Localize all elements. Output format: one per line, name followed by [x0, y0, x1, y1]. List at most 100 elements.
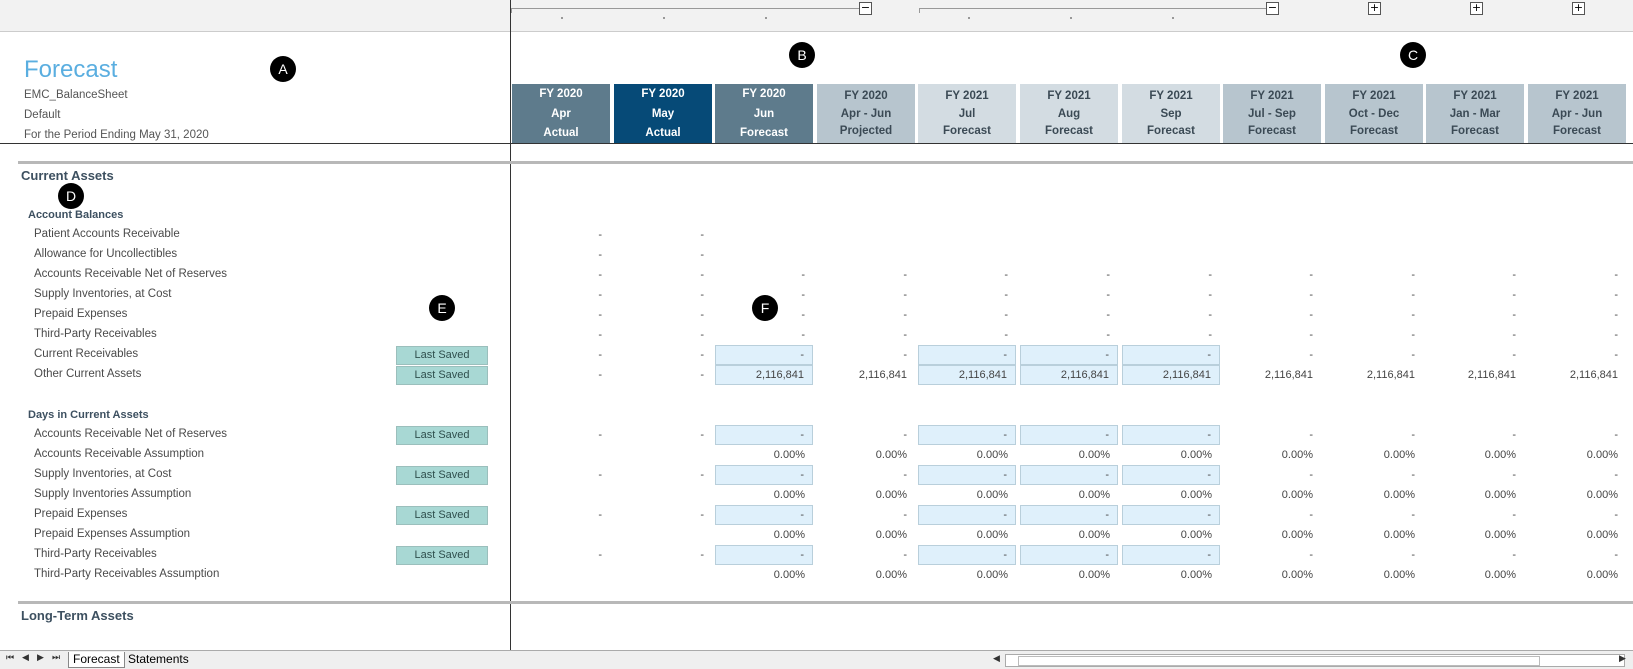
input-cell[interactable]: -: [715, 545, 813, 565]
callout-f: F: [752, 295, 778, 321]
column-header: FY 2021 Jan - Mar Forecast: [1426, 84, 1524, 143]
value-cell: [1426, 245, 1524, 265]
collapse-group-button[interactable]: −: [859, 1, 872, 15]
outline-dot: [1070, 17, 1072, 19]
value-cell: -: [598, 329, 602, 341]
input-cell[interactable]: -: [918, 505, 1016, 525]
column-header: FY 2021 Apr - Jun Forecast: [1528, 84, 1626, 143]
value-cell: [817, 225, 915, 245]
value-cell: -: [1106, 329, 1110, 341]
input-cell[interactable]: -: [1020, 425, 1118, 445]
collapse-group-button[interactable]: −: [1266, 1, 1279, 15]
value-cell: [1223, 225, 1321, 245]
value-cell: [918, 245, 1016, 265]
input-cell[interactable]: -: [1020, 465, 1118, 485]
input-cell[interactable]: -: [715, 345, 813, 365]
outline-dot: [1172, 17, 1174, 19]
input-cell[interactable]: -: [1122, 465, 1220, 485]
sheet-tab-statements[interactable]: Statements: [128, 652, 189, 666]
column-header-fy: FY 2021: [1149, 90, 1193, 102]
group-title-days-in-current-assets: Days in Current Assets: [28, 409, 149, 421]
value-cell: -: [1309, 269, 1313, 281]
last-saved-button[interactable]: Last Saved: [396, 366, 488, 385]
expand-group-button[interactable]: +: [1368, 1, 1381, 15]
input-cell[interactable]: 2,116,841: [918, 365, 1016, 385]
input-cell[interactable]: -: [1122, 345, 1220, 365]
input-cell[interactable]: -: [918, 425, 1016, 445]
column-header-type: Forecast: [1553, 125, 1601, 137]
input-cell[interactable]: -: [1122, 425, 1220, 445]
last-saved-button[interactable]: Last Saved: [396, 546, 488, 565]
scroll-right-icon[interactable]: ▶: [1619, 654, 1626, 664]
value-cell: 0.00%: [1383, 489, 1415, 501]
value-cell: [512, 525, 610, 545]
value-cell: 0.00%: [976, 449, 1008, 461]
value-cell: 0.00%: [1281, 489, 1313, 501]
input-cell[interactable]: -: [715, 465, 813, 485]
value-cell: 0.00%: [875, 489, 907, 501]
column-header-fy: FY 2020: [844, 90, 888, 102]
last-sheet-icon[interactable]: ⏭: [52, 653, 61, 663]
column-header-fy: FY 2020: [742, 88, 786, 100]
outline-dot: [663, 17, 665, 19]
row-label: Prepaid Expenses: [34, 308, 128, 320]
value-cell: -: [700, 349, 704, 361]
input-cell[interactable]: 2,116,841: [715, 365, 813, 385]
value-cell: -: [598, 249, 602, 261]
value-cell: -: [700, 369, 704, 381]
input-cell[interactable]: -: [715, 505, 813, 525]
last-saved-button[interactable]: Last Saved: [396, 426, 488, 445]
first-sheet-icon[interactable]: ⏮: [6, 653, 15, 663]
last-saved-button[interactable]: Last Saved: [396, 506, 488, 525]
value-cell: 0.00%: [1281, 529, 1313, 541]
column-header-fy: FY 2021: [1555, 90, 1599, 102]
input-cell[interactable]: -: [1020, 545, 1118, 565]
scroll-left-icon[interactable]: ◀: [993, 654, 1000, 664]
column-header: FY 2021 Aug Forecast: [1020, 84, 1118, 143]
input-cell[interactable]: -: [1020, 505, 1118, 525]
period-label: For the Period Ending May 31, 2020: [24, 129, 209, 141]
entity-label: EMC_BalanceSheet: [24, 89, 128, 101]
column-header: FY 2020 Apr - Jun Projected: [817, 84, 915, 143]
value-cell: [1020, 245, 1118, 265]
row-label: Other Current Assets: [34, 368, 142, 380]
sheet-tab-bar: ⏮ ◀ ▶ ⏭ Forecast Statements ◀ ▶: [0, 650, 1633, 669]
input-cell[interactable]: -: [715, 425, 813, 445]
scenario-label: Default: [24, 109, 61, 121]
expand-group-button[interactable]: +: [1470, 1, 1483, 15]
value-cell: 0.00%: [1078, 489, 1110, 501]
freeze-pane-horizontal: [0, 143, 1633, 144]
input-cell[interactable]: -: [1122, 505, 1220, 525]
value-cell: 0.00%: [1281, 449, 1313, 461]
value-cell: 2,116,841: [1264, 369, 1313, 381]
prev-sheet-icon[interactable]: ◀: [22, 653, 29, 663]
last-saved-button[interactable]: Last Saved: [396, 466, 488, 485]
row-label: Third-Party Receivables Assumption: [34, 568, 220, 580]
callout-a: A: [270, 56, 296, 82]
value-cell: -: [801, 289, 805, 301]
input-cell[interactable]: 2,116,841: [1122, 365, 1220, 385]
value-cell: -: [598, 349, 602, 361]
input-cell[interactable]: -: [1122, 545, 1220, 565]
value-cell: 0.00%: [773, 569, 805, 581]
sheet-tab-forecast[interactable]: Forecast: [68, 652, 125, 668]
column-header-period: Sep: [1160, 107, 1182, 120]
value-cell: -: [1614, 429, 1618, 441]
input-cell[interactable]: -: [918, 345, 1016, 365]
last-saved-button[interactable]: Last Saved: [396, 346, 488, 365]
section-title-long-term-assets: Long-Term Assets: [21, 608, 134, 623]
horizontal-scrollbar[interactable]: [1005, 654, 1625, 667]
next-sheet-icon[interactable]: ▶: [37, 653, 44, 663]
input-cell[interactable]: -: [918, 545, 1016, 565]
value-cell: -: [700, 469, 704, 481]
input-cell[interactable]: 2,116,841: [1020, 365, 1118, 385]
value-cell: 0.00%: [1484, 529, 1516, 541]
expand-group-button[interactable]: +: [1572, 1, 1585, 15]
value-cell: -: [1614, 349, 1618, 361]
input-cell[interactable]: -: [918, 465, 1016, 485]
value-cell: [614, 445, 712, 465]
scrollbar-thumb[interactable]: [1018, 656, 1540, 666]
value-cell: [918, 225, 1016, 245]
input-cell[interactable]: -: [1020, 345, 1118, 365]
value-cell: -: [903, 349, 907, 361]
